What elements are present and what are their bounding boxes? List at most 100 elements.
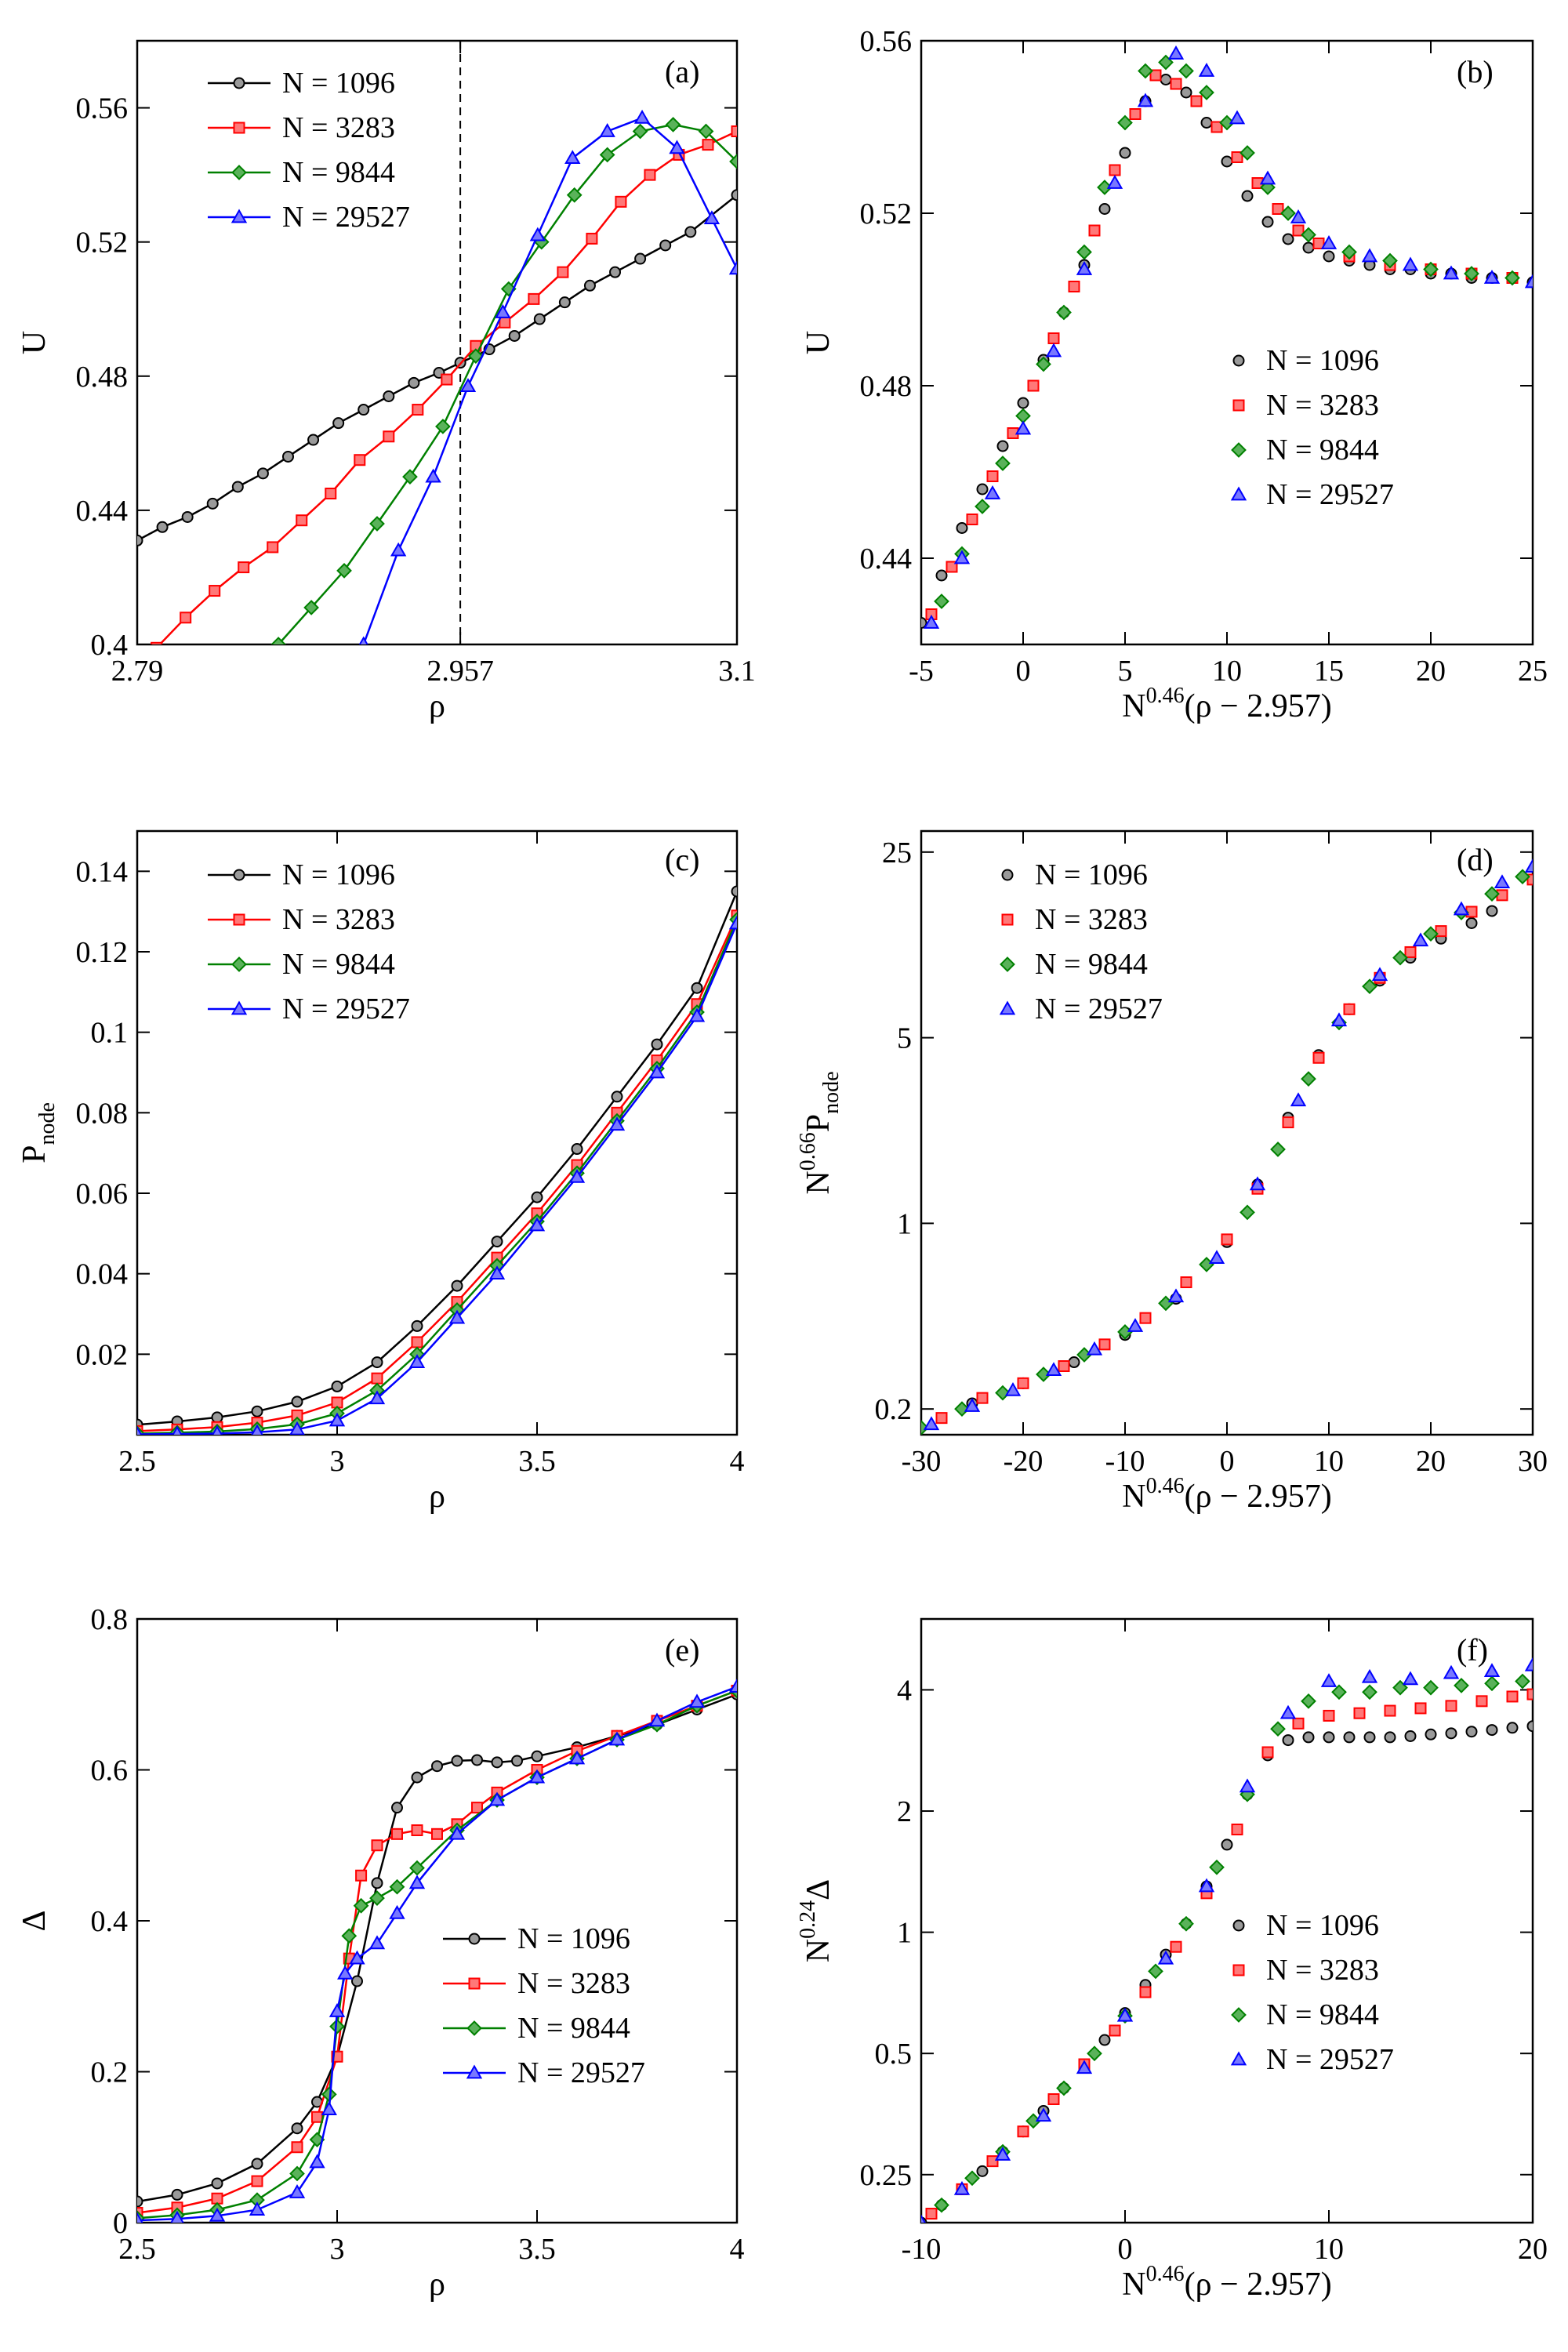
data-point [1423, 926, 1439, 942]
series-2 [137, 1684, 737, 2219]
data-point [1412, 932, 1429, 947]
data-point [1504, 270, 1520, 286]
data-point [511, 1755, 523, 1767]
data-point [309, 2132, 325, 2147]
data-point [1210, 121, 1223, 133]
data-point [1190, 95, 1203, 107]
data-point [211, 1411, 223, 1424]
data-point [731, 125, 737, 137]
data-point [1087, 2045, 1102, 2062]
data-point [568, 1169, 586, 1183]
y-tick-label: 0.04 [76, 1258, 129, 1291]
x-tick-label: 10 [1314, 2233, 1344, 2266]
data-point [934, 2197, 949, 2213]
data-point [402, 469, 418, 485]
legend-label: N = 9844 [1266, 1998, 1379, 2031]
data-point [249, 2201, 266, 2216]
data-point [1483, 270, 1501, 284]
data-point [1178, 1915, 1194, 1932]
data-point [1261, 216, 1274, 228]
y-tick-label: 0.56 [76, 93, 129, 125]
y-tick-label: 0.02 [76, 1338, 129, 1371]
data-point [1363, 1731, 1376, 1744]
data-point [1361, 248, 1378, 263]
x-tick-label: 3 [330, 2233, 345, 2266]
y-tick-label: 0.25 [860, 2159, 913, 2192]
data-point [1139, 1312, 1152, 1324]
data-point [371, 1372, 383, 1385]
legend-marker [1231, 442, 1247, 458]
data-point [1443, 1664, 1460, 1679]
data-point [411, 1771, 423, 1784]
legend-label: N = 29527 [282, 201, 410, 234]
plot-frame [136, 1617, 739, 2224]
data-point [431, 1760, 443, 1773]
x-tick-label: 4 [730, 1445, 745, 1478]
data-point [1148, 1963, 1163, 1980]
series-3 [934, 1673, 1530, 2213]
y-axis-title: Pnode [16, 1102, 60, 1163]
data-point [1160, 74, 1172, 85]
data-point [1261, 1746, 1274, 1759]
data-point [986, 470, 999, 482]
data-point [1526, 873, 1533, 886]
data-point [1524, 858, 1533, 873]
data-point [1323, 1709, 1335, 1722]
data-point [448, 1825, 466, 1840]
data-point [309, 2154, 325, 2169]
data-point [956, 522, 968, 534]
x-tick-label: 3 [330, 1445, 345, 1478]
data-point [1027, 379, 1040, 392]
y-axis-title: N0.66Pnode [796, 1071, 844, 1194]
data-point [1475, 1695, 1488, 1708]
data-point [1343, 1731, 1356, 1744]
data-point [341, 1928, 358, 1944]
data-point [291, 2122, 303, 2135]
data-point [289, 2184, 306, 2198]
data-point [1139, 1986, 1152, 1998]
data-point [137, 2212, 143, 2223]
data-point [923, 615, 940, 629]
data-point [471, 1754, 483, 1766]
data-point [986, 2155, 999, 2168]
data-point [702, 139, 714, 151]
data-point [181, 510, 194, 523]
data-point [1371, 967, 1388, 982]
data-point [238, 561, 250, 574]
data-point [1076, 244, 1092, 260]
y-tick-label: 0.48 [860, 370, 913, 403]
plot-frame [920, 1617, 1534, 2224]
data-point [665, 117, 681, 132]
legend-item: N = 29527 [208, 201, 410, 234]
data-point [495, 304, 511, 318]
y-tick-label: 0.4 [91, 1905, 129, 1938]
data-point [946, 561, 958, 573]
data-point [1178, 63, 1194, 79]
legend-marker [233, 77, 245, 89]
data-point [634, 252, 647, 265]
legend-item: N = 29527 [1230, 478, 1394, 511]
data-point [1068, 281, 1080, 292]
legend-item: N = 29527 [443, 2056, 645, 2089]
data-point [1119, 147, 1131, 159]
data-point [358, 404, 370, 416]
data-point [583, 279, 596, 292]
x-tick-label: 0 [1118, 2233, 1133, 2266]
legend-item: N = 3283 [1232, 1954, 1379, 1987]
y-axis-title: N0.24Δ [796, 1879, 837, 1962]
legend: N = 1096 N = 3283 N = 9844 N = 29527 [1230, 1909, 1394, 2076]
data-point [368, 1935, 386, 1950]
data-point [1167, 1288, 1185, 1303]
data-point [1323, 250, 1335, 263]
data-point [172, 1425, 183, 1435]
data-point [558, 296, 571, 309]
data-point [328, 1412, 346, 1427]
data-point [935, 569, 948, 582]
y-axis-title: U [800, 331, 837, 354]
data-point [137, 2195, 143, 2208]
data-point [1384, 1731, 1396, 1744]
x-tick-label: 20 [1518, 2233, 1548, 2266]
legend: N = 1096 N = 3283 N = 9844 N = 29527 [443, 1922, 645, 2089]
data-point [1435, 925, 1447, 938]
legend-label: N = 3283 [282, 111, 395, 144]
